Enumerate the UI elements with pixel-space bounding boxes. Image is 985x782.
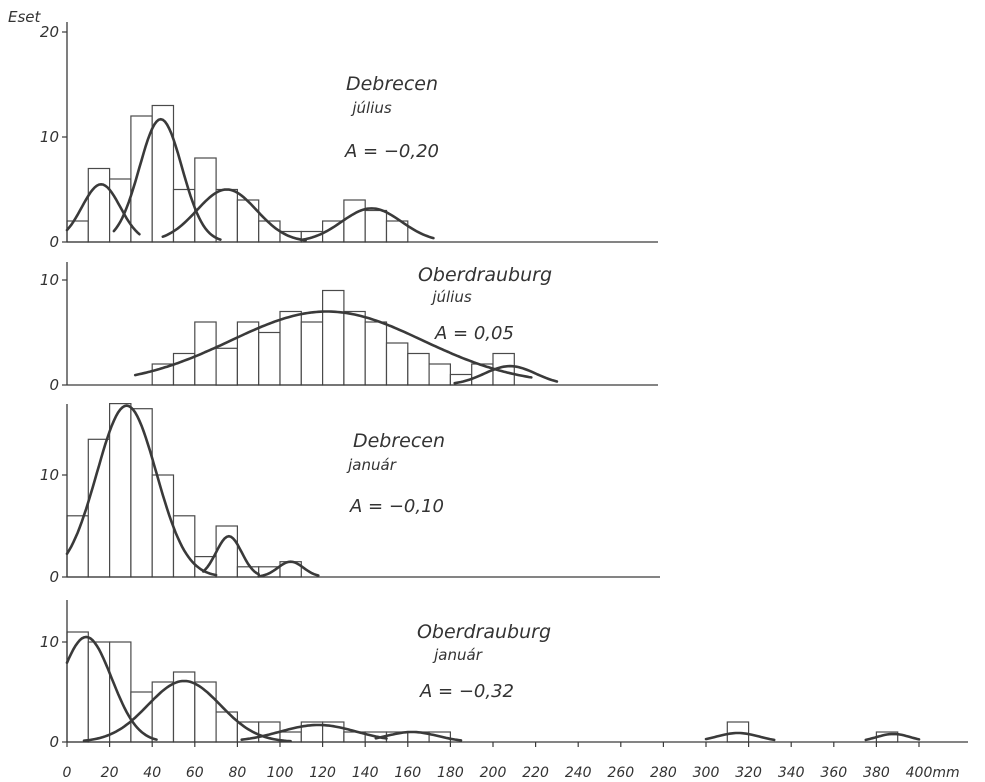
histogram-bar	[151, 474, 175, 578]
x-tick-label: 400	[906, 765, 933, 781]
panel-title: Debrecen	[353, 430, 445, 452]
histogram-bar	[322, 289, 345, 386]
histogram-bar	[258, 331, 281, 386]
histogram-bar	[343, 199, 366, 243]
y-tick-label: 10	[40, 633, 59, 651]
fitted-curve	[65, 635, 158, 741]
histogram-bar	[87, 167, 111, 243]
fitted-curve	[374, 730, 463, 742]
x-axis-unit: mm	[932, 765, 959, 781]
fitted-curve	[453, 364, 559, 385]
histogram-bar	[215, 525, 239, 578]
fitted-curve	[257, 560, 320, 578]
y-tick-label: 10	[40, 271, 59, 289]
x-tick-label: 220	[522, 765, 549, 781]
y-tick-label: 10	[40, 466, 59, 484]
fitted-curve	[65, 404, 218, 577]
histogram-bar	[428, 363, 452, 386]
fitted-curve	[299, 207, 435, 242]
y-tick-label: 0	[49, 733, 59, 751]
histogram-bar	[66, 631, 89, 743]
histogram-bar	[215, 347, 239, 386]
panel-subtitle: július	[430, 288, 472, 306]
histogram-bar	[108, 403, 132, 578]
panel-subtitle: július	[350, 99, 392, 117]
x-tick-label: 300	[693, 765, 720, 781]
x-tick-label: 100	[267, 765, 294, 781]
histogram-bar	[236, 199, 260, 243]
fitted-curve	[82, 679, 292, 743]
y-tick-label: 0	[49, 233, 59, 251]
histogram-bar	[215, 188, 239, 243]
panel-subtitle: január	[432, 646, 483, 664]
histogram-bar	[194, 321, 217, 386]
y-tick-label: 0	[49, 568, 59, 586]
x-tick-label: 180	[437, 765, 464, 781]
histogram-bar	[108, 641, 132, 743]
x-tick-label: 140	[352, 765, 379, 781]
fitted-curve	[864, 732, 921, 742]
histogram-bar	[279, 310, 302, 386]
fitted-curve	[112, 117, 222, 241]
histogram-bar	[108, 178, 132, 243]
x-tick-label: 240	[565, 765, 592, 781]
histogram-bar	[130, 408, 153, 578]
histogram-bar	[364, 321, 388, 386]
fitted-curve	[202, 534, 261, 576]
x-tick-label: 0	[63, 765, 72, 781]
histogram-bar	[215, 711, 239, 743]
x-tick-label: 320	[735, 765, 762, 781]
histogram-bar	[343, 310, 366, 386]
y-tick-label: 10	[40, 128, 59, 146]
histogram-bar	[151, 104, 175, 243]
y-tick-label: 20	[40, 23, 59, 41]
x-tick-label: 360	[820, 765, 847, 781]
x-tick-label: 380	[863, 765, 890, 781]
x-tick-label: 280	[650, 765, 677, 781]
histogram-bar	[300, 321, 324, 386]
x-tick-label: 340	[778, 765, 805, 781]
panel-annotation: A = 0,05	[434, 323, 514, 344]
histogram-bar	[407, 352, 430, 386]
x-tick-label: 120	[309, 765, 336, 781]
fitted-curve	[240, 723, 388, 742]
x-tick-label: 160	[394, 765, 421, 781]
panel-title: Debrecen	[346, 73, 438, 95]
x-tick-label: 20	[101, 765, 119, 781]
fitted-curve	[704, 731, 776, 742]
fitted-curve	[161, 188, 307, 242]
y-axis-label: Eset	[8, 8, 42, 26]
fitted-curve	[133, 310, 533, 379]
x-tick-label: 80	[228, 765, 246, 781]
panel-subtitle: január	[346, 456, 397, 474]
histogram-bar	[87, 438, 111, 578]
panel-title: Oberdrauburg	[417, 621, 551, 643]
panel-annotation: A = −0,20	[344, 141, 439, 162]
histogram-bar	[385, 342, 409, 386]
x-tick-label: 200	[480, 765, 507, 781]
x-tick-label: 40	[143, 765, 161, 781]
histogram-bar	[172, 515, 196, 578]
panel-annotation: A = −0,32	[419, 681, 514, 702]
histogram-bar	[364, 209, 388, 243]
x-tick-label: 60	[186, 765, 204, 781]
x-tick-label: 260	[607, 765, 634, 781]
fitted-curve	[65, 182, 141, 236]
panel-annotation: A = −0,10	[349, 496, 444, 517]
y-tick-label: 0	[49, 376, 59, 394]
histogram-bar	[87, 641, 111, 743]
panel-title: Oberdrauburg	[418, 264, 552, 286]
